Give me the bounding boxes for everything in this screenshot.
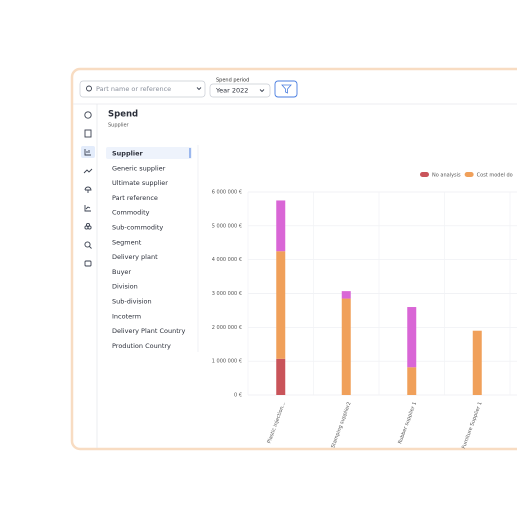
y-tick-label: 5 000 000 € — [212, 223, 242, 229]
nav-icon[interactable] — [83, 168, 93, 174]
bar-segment — [276, 251, 286, 359]
y-tick-label: 1 000 000 € — [212, 359, 242, 365]
search-placeholder: Part name or reference — [96, 85, 171, 93]
y-tick-label: 2 000 000 € — [212, 325, 242, 331]
nav-icon[interactable] — [84, 186, 92, 193]
panel-title: Spend — [108, 110, 138, 120]
nav-icon[interactable] — [85, 222, 91, 228]
nav-icon[interactable] — [84, 129, 92, 138]
bar-segment — [276, 358, 286, 395]
list-item[interactable]: Incoterm — [112, 312, 141, 320]
list-item[interactable]: Supplier — [112, 150, 143, 158]
bar-segment — [341, 298, 351, 395]
chevron — [259, 89, 265, 93]
y-tick-label: 3 000 000 € — [212, 291, 242, 297]
list-item[interactable]: Part reference — [112, 194, 158, 202]
bar-segment — [472, 330, 482, 395]
nav-icon[interactable] — [84, 241, 91, 248]
card — [70, 67, 517, 451]
period-value: Year 2022 — [215, 87, 248, 95]
legend-swatch — [464, 172, 474, 177]
panel-subtitle: Supplier — [108, 123, 130, 129]
search-box[interactable] — [79, 80, 206, 98]
list-item[interactable]: Delivery Plant Country — [112, 327, 185, 335]
nav-icon[interactable] — [89, 246, 92, 249]
list-item[interactable]: Prodution Country — [112, 342, 171, 350]
bar-segment — [276, 200, 286, 252]
list-item[interactable]: Sub-division — [112, 298, 152, 306]
legend-swatch — [420, 172, 429, 177]
list-item[interactable]: Ultimate supplier — [112, 179, 168, 187]
chevron — [196, 87, 202, 91]
dimension-list: Supplier Generic supplier Ultimate supplie… — [112, 150, 185, 350]
search-icon — [86, 85, 92, 92]
nav-icon[interactable] — [84, 260, 92, 267]
side-nav — [81, 111, 95, 267]
legend-label: No analysis — [432, 173, 461, 179]
bar-segment — [341, 291, 351, 299]
y-tick-label: 0 € — [234, 393, 242, 399]
chart: 0 € 1 000 000 € 2 000 000 € 3 000 000 € 4 00… — [212, 172, 517, 450]
nav-active — [81, 146, 95, 158]
list-item[interactable]: Generic supplier — [112, 164, 166, 172]
selected-row — [106, 147, 192, 159]
list-item[interactable]: Delivery plant — [112, 253, 158, 261]
list-item[interactable]: Segment — [112, 238, 142, 246]
bar-segment — [407, 307, 417, 368]
legend-label: Cost model do — [477, 173, 513, 179]
nav-icon[interactable] — [84, 149, 91, 156]
y-tick-label: 4 000 000 € — [212, 257, 242, 263]
list-item[interactable]: Division — [112, 283, 138, 291]
bar-segment — [407, 367, 417, 395]
list-item[interactable]: Buyer — [112, 268, 131, 276]
nav-icon[interactable] — [84, 111, 92, 119]
y-tick-label: 6 000 000 € — [212, 190, 242, 196]
period-select[interactable] — [209, 83, 271, 98]
filter-button[interactable] — [274, 80, 298, 98]
list-item[interactable]: Sub-commodity — [112, 224, 163, 232]
list-item[interactable]: Commodity — [112, 209, 150, 217]
period-label: Spend period — [216, 78, 249, 84]
filter-icon — [281, 84, 292, 94]
nav-icon[interactable] — [84, 205, 91, 212]
